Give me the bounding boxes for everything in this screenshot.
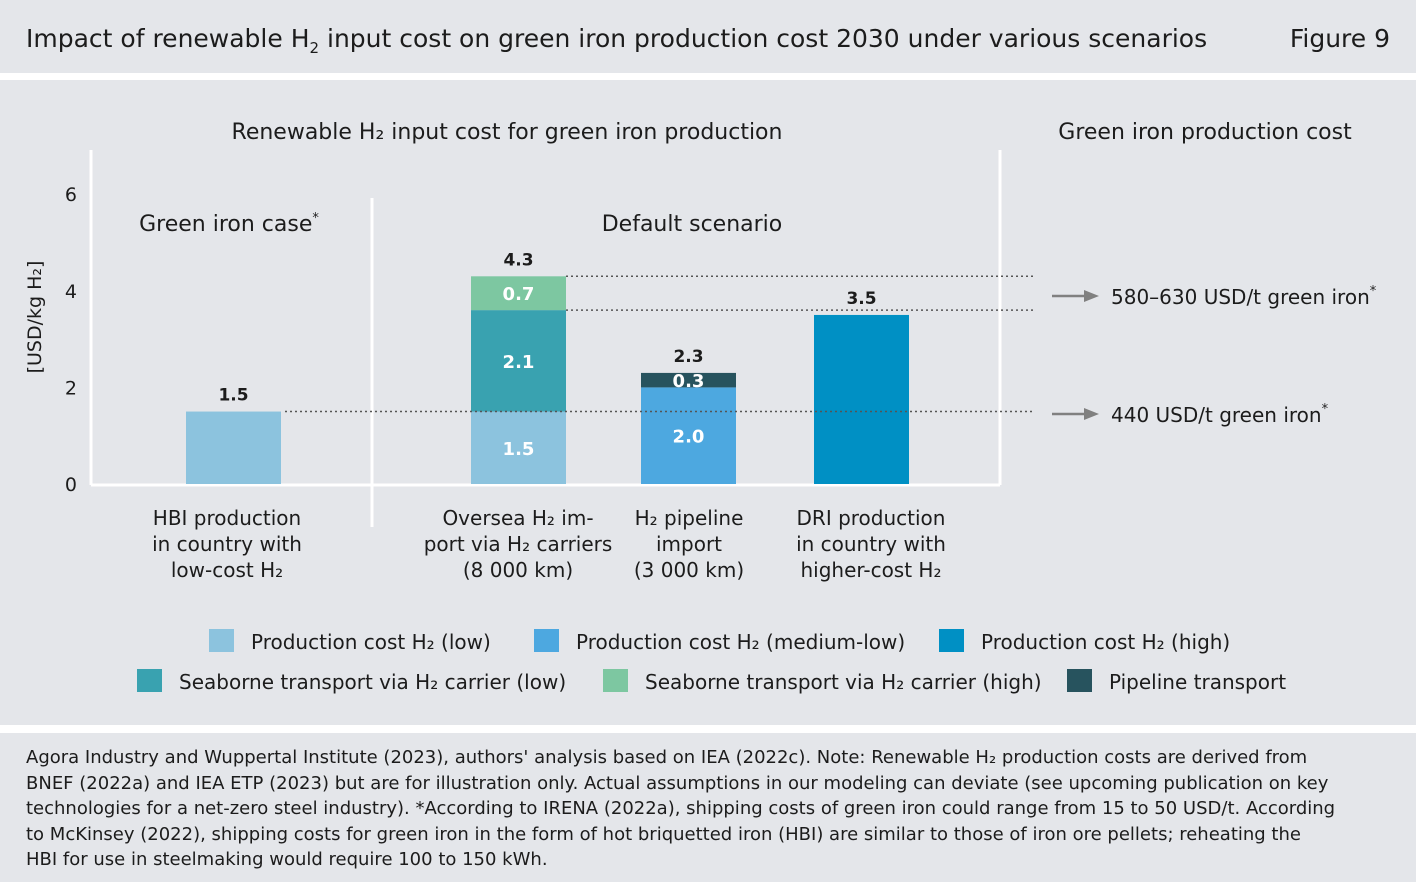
legend-swatch bbox=[1067, 669, 1092, 692]
category-label: (8 000 km) bbox=[463, 558, 573, 582]
segment-value-label: 1.5 bbox=[503, 439, 535, 460]
legend-label: Production cost H₂ (low) bbox=[251, 630, 491, 654]
y-tick-label: 0 bbox=[65, 474, 77, 496]
category-label: H₂ pipeline bbox=[635, 506, 744, 530]
source-note: Agora Industry and Wuppertal Institute (… bbox=[26, 745, 1394, 873]
segment-value-label: 2.0 bbox=[673, 427, 705, 448]
source-note-line: to McKinsey (2022), shipping costs for g… bbox=[26, 823, 1301, 845]
category-label: import bbox=[656, 532, 722, 556]
bar-segment bbox=[641, 372, 736, 388]
category-label: HBI production bbox=[153, 506, 301, 530]
bar-total-label: 1.5 bbox=[218, 386, 248, 406]
legend-swatch bbox=[137, 669, 162, 692]
y-axis-title: [USD/kg H₂] bbox=[24, 261, 46, 374]
legend-label: Seaborne transport via H₂ carrier (high) bbox=[645, 670, 1042, 694]
legend-label: Pipeline transport bbox=[1109, 670, 1286, 694]
category-label: (3 000 km) bbox=[634, 558, 744, 582]
category-label: Oversea H₂ im- bbox=[442, 506, 593, 530]
category-label: higher-cost H₂ bbox=[801, 558, 942, 582]
legend-label: Production cost H₂ (medium-low) bbox=[576, 630, 905, 654]
chart-title: Renewable H₂ input cost for green iron p… bbox=[232, 120, 783, 145]
y-tick-label: 6 bbox=[65, 184, 77, 206]
figure-header bbox=[0, 0, 1416, 73]
source-note-panel bbox=[0, 733, 1416, 882]
figure-title: Impact of renewable H2 input cost on gre… bbox=[26, 24, 1208, 57]
bar-segment bbox=[641, 387, 736, 484]
legend-label: Seaborne transport via H₂ carrier (low) bbox=[179, 670, 566, 694]
category-label: in country with bbox=[152, 532, 302, 556]
category-label: in country with bbox=[796, 532, 946, 556]
figure-number: Figure 9 bbox=[1289, 24, 1390, 53]
legend-swatch bbox=[939, 629, 964, 652]
y-tick-label: 2 bbox=[65, 377, 77, 399]
category-label: DRI production bbox=[797, 506, 946, 530]
y-tick-label: 4 bbox=[65, 281, 77, 303]
group-label: Green iron case* bbox=[139, 211, 319, 237]
source-note-line: HBI for use in steelmaking would require… bbox=[26, 849, 548, 870]
segment-value-label: 2.1 bbox=[503, 352, 535, 373]
bar-total-label: 3.5 bbox=[846, 289, 876, 309]
bar-segment bbox=[471, 276, 566, 311]
legend-swatch bbox=[534, 629, 559, 652]
group-label: Default scenario bbox=[602, 212, 783, 237]
source-note-line: BNEF (2022a) and IEA ETP (2023) but are … bbox=[26, 772, 1329, 794]
legend-swatch bbox=[603, 669, 628, 692]
right-column-title: Green iron production cost bbox=[1058, 120, 1352, 145]
bar-segment bbox=[471, 310, 566, 412]
legend-label: Production cost H₂ (high) bbox=[981, 630, 1230, 654]
annotation-low-cost: 440 USD/t green iron* bbox=[1111, 402, 1329, 427]
bar-segment bbox=[471, 411, 566, 484]
legend-swatch bbox=[209, 629, 234, 652]
arrow-high-head bbox=[1084, 290, 1099, 302]
category-label: low-cost H₂ bbox=[171, 558, 283, 582]
bar-segment bbox=[186, 411, 281, 484]
source-note-line: Agora Industry and Wuppertal Institute (… bbox=[26, 747, 1308, 768]
segment-value-label: 0.7 bbox=[503, 284, 535, 305]
arrow-low-head bbox=[1084, 408, 1099, 420]
source-note-line: technologies for a net-zero steel indust… bbox=[26, 798, 1336, 819]
category-label: port via H₂ carriers bbox=[424, 532, 613, 556]
bar-total-label: 4.3 bbox=[503, 250, 533, 270]
segment-value-label: 0.3 bbox=[673, 371, 705, 392]
annotation-high-cost: 580–630 USD/t green iron* bbox=[1111, 284, 1377, 309]
bar-total-label: 2.3 bbox=[673, 347, 703, 367]
bar-segment bbox=[814, 314, 909, 484]
